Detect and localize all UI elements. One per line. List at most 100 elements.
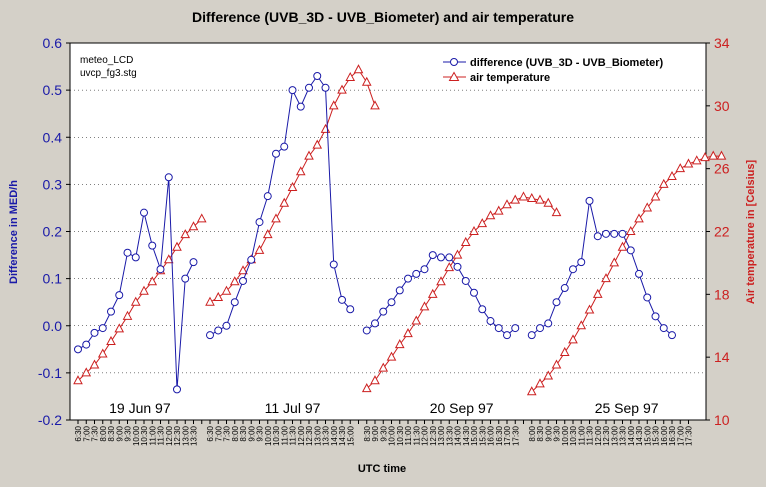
x-tick-label: 7:00 [82,425,91,441]
temperature-point [361,76,372,86]
difference-point [82,340,91,349]
temperature-point [535,194,545,204]
temperature-point [634,213,644,223]
x-tick-label: 12:30 [429,425,438,446]
difference-point [453,262,462,271]
temperature-point [221,285,232,295]
difference-point [511,324,520,333]
date-labels: 19 Jun 97 11 Jul 97 20 Sep 97 25 Sep 97 [109,400,659,416]
left-tick-label: 0.3 [43,176,63,192]
x-tick-label: 8:00 [528,425,537,441]
difference-point [437,253,445,262]
x-tick-label: 13:30 [190,425,199,446]
x-tick-label: 12:00 [594,425,603,446]
x-tick-label: 9:30 [124,425,133,441]
difference-point [420,265,429,274]
left-axis: 0.6 0.5 0.4 0.3 0.2 0.1 0.0 -0.1 -0.2 [38,35,70,428]
left-tick-label: 0.0 [43,318,63,334]
temperature-point [601,273,611,283]
right-tick-label: 22 [714,224,730,240]
temperature-point [502,199,512,209]
difference-point [280,142,289,151]
temperature-point [130,296,141,306]
temperature-point [543,197,554,207]
temperature-point [180,229,191,239]
temperature-point [675,163,686,173]
x-tick-label: 16:00 [487,425,496,446]
difference-point [189,258,198,267]
date-label: 11 Jul 97 [265,400,321,416]
left-tick-label: 0.1 [43,271,63,287]
temperature-point [444,262,455,272]
x-axis: 6:30 7:00 7:30 8:00 8:30 9:00 9:30 10:00 10:30 11… [74,420,694,446]
temperature-point [370,100,380,110]
temperature-point [386,351,397,361]
x-tick-label: 12:30 [173,425,182,446]
temperature-point [419,301,430,311]
difference-point [214,326,223,335]
temperature-line [77,218,203,382]
x-tick-label: 12:30 [602,425,611,446]
temperature-point [493,205,504,215]
x-tick-label: 15:00 [470,425,479,446]
x-tick-label: 15:00 [346,425,355,446]
difference-point [222,321,231,330]
x-tick-label: 10:30 [140,425,149,446]
temperature-point [254,244,265,254]
temperature-point [667,170,677,181]
temperature-point [213,291,224,301]
temperature-point [559,346,570,356]
x-tick-label: 17:00 [676,425,685,446]
temperature-point [73,375,83,385]
x-tick-label: 11:00 [404,425,413,445]
difference-point [131,253,140,262]
x-tick-label: 13:00 [313,425,322,446]
temperature-point [658,178,669,188]
temperature-point [452,249,463,259]
temperature-point [617,241,628,251]
difference-point [659,324,668,333]
difference-point [577,258,586,267]
chart-title: Difference (UVB_3D - UVB_Biometer) and a… [192,9,574,25]
temperature-point [469,225,479,235]
difference-point [230,298,239,307]
x-tick-label: 7:00 [214,425,223,441]
x-tick-label: 11:30 [412,425,421,445]
temperature-point [584,304,595,314]
difference-point [395,286,404,295]
x-tick-label: 14:30 [338,425,347,446]
temperature-point [716,150,727,160]
difference-point [404,274,412,283]
x-tick-label: 10:00 [561,425,570,446]
x-tick-label: 13:30 [445,425,454,446]
x-tick-label: 7:30 [223,425,232,441]
difference-point [90,328,99,337]
difference-point [371,319,379,328]
right-tick-label: 10 [714,412,730,428]
x-tick-label: 9:00 [544,425,553,441]
temperature-point [568,334,578,344]
temperature-point [337,84,347,94]
x-tick-label: 10:00 [388,425,397,446]
temperature-point [196,213,207,223]
difference-point [478,305,487,314]
difference-point [338,295,346,304]
difference-point [379,307,388,316]
temperature-point [510,194,521,204]
difference-point [470,288,478,297]
difference-point [288,86,297,95]
x-tick-label: 9:30 [256,425,265,441]
x-tick-label: 16:30 [495,425,504,446]
right-tick-label: 34 [714,35,730,51]
temperature-point [650,191,661,201]
x-tick-label: 15:30 [478,425,487,446]
difference-point [107,307,115,316]
date-label: 20 Sep 97 [430,400,494,416]
temperature-point [700,152,710,162]
x-tick-label: 8:30 [239,425,248,441]
difference-point [164,173,173,182]
temperature-point [172,241,182,251]
temperature-point [163,254,174,264]
y-axis-left-label: Difference in MED/h [8,180,20,284]
